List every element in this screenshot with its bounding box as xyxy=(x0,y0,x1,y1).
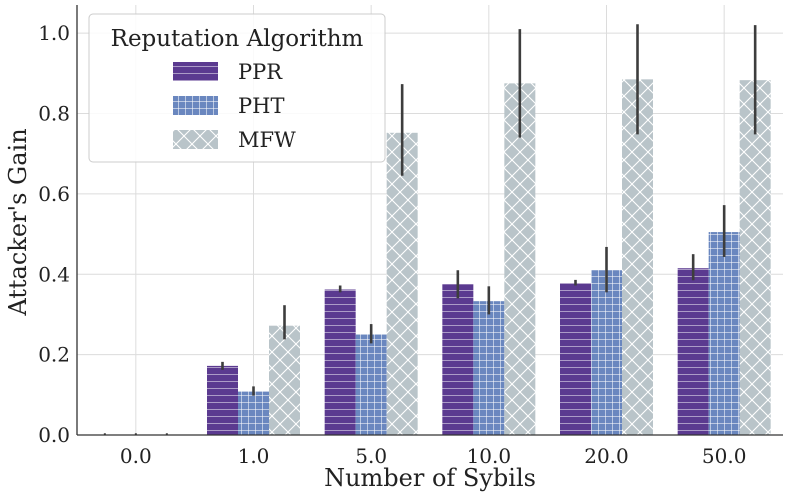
legend-swatch-pht xyxy=(173,96,218,115)
legend-frame xyxy=(88,13,386,163)
legend: Reputation Algorithm PPR PHT MFW xyxy=(88,13,386,163)
y-axis-label: Attacker's Gain xyxy=(4,128,32,316)
bar-mfw xyxy=(386,132,418,436)
bar-ppr xyxy=(560,283,591,435)
x-tick-label: 10.0 xyxy=(467,444,512,468)
x-tick-label: 50.0 xyxy=(702,444,747,468)
bar-ppr xyxy=(207,365,238,435)
legend-label-pht: PHT xyxy=(238,94,284,118)
tick-labels: 0.0 0.2 0.4 0.6 0.8 1.0 0.0 1.0 5.0 10.0 20.0 50.0 xyxy=(38,21,746,468)
y-tick-label: 0.2 xyxy=(38,343,70,367)
bar-pht xyxy=(238,391,269,435)
legend-swatch-ppr xyxy=(173,62,218,81)
bar-pht xyxy=(473,301,505,435)
bar-pht xyxy=(591,270,622,435)
bar-mfw xyxy=(739,80,771,435)
bar-ppr xyxy=(677,268,709,435)
x-tick-label: 20.0 xyxy=(584,444,629,468)
bars xyxy=(103,24,771,436)
y-tick-label: 0.8 xyxy=(38,102,70,126)
bar-pht xyxy=(355,334,387,435)
y-tick-label: 0.4 xyxy=(38,262,70,286)
y-tick-label: 0.6 xyxy=(38,182,70,206)
x-axis-label: Number of Sybils xyxy=(324,464,536,492)
x-tick-label: 5.0 xyxy=(355,444,387,468)
legend-title: Reputation Algorithm xyxy=(111,26,364,52)
bar-mfw xyxy=(622,79,653,435)
y-tick-label: 0.0 xyxy=(38,423,70,447)
x-tick-label: 1.0 xyxy=(238,444,270,468)
bar-ppr xyxy=(442,284,474,435)
bar-mfw xyxy=(269,325,300,435)
legend-label-mfw: MFW xyxy=(238,128,296,152)
x-tick-label: 0.0 xyxy=(120,444,152,468)
bar-pht xyxy=(708,232,740,435)
bar-mfw xyxy=(504,83,536,435)
legend-swatch-mfw xyxy=(173,130,218,149)
y-tick-label: 1.0 xyxy=(38,21,70,45)
bar-ppr xyxy=(324,289,356,435)
legend-label-ppr: PPR xyxy=(238,60,283,84)
axes xyxy=(76,5,783,436)
